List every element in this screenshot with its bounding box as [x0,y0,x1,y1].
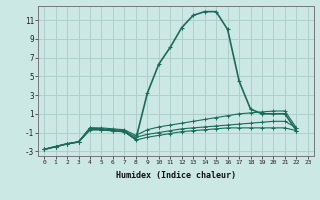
X-axis label: Humidex (Indice chaleur): Humidex (Indice chaleur) [116,171,236,180]
